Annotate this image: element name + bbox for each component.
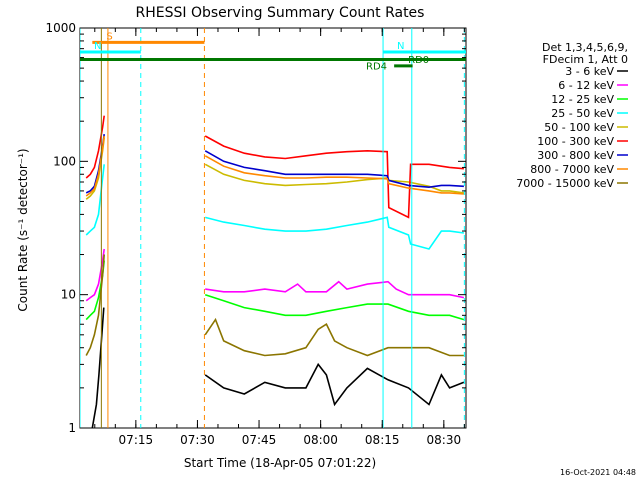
series-line-3-seg-1 [205, 216, 465, 250]
flag-bars-layer: SNNRD0RD4 [80, 31, 466, 73]
footer-date: 16-Oct-2021 04:48 [560, 468, 636, 477]
y-tick-label-2: 100 [53, 154, 76, 168]
legend-label-3: 25 - 50 keV [551, 107, 614, 120]
series-line-7-seg-0 [85, 135, 105, 197]
x-tick-label-3: 08:00 [303, 433, 338, 447]
vertical-lines-layer [80, 28, 465, 428]
plot-frame [79, 27, 467, 429]
series-line-0-seg-1 [204, 362, 465, 407]
legend-label-0: 3 - 6 keV [565, 65, 614, 78]
flag-label-4: RD4 [366, 62, 387, 73]
legend-label-4: 50 - 100 keV [544, 121, 614, 134]
y-tick-label-0: 1 [68, 421, 76, 435]
y-tick-label-3: 1000 [45, 21, 76, 35]
series-line-1-seg-1 [205, 280, 465, 299]
series-line-4-seg-1 [204, 163, 465, 194]
y-tick-label-1: 10 [61, 288, 76, 302]
legend-label-6: 300 - 800 keV [537, 149, 614, 162]
flag-label-1: N [94, 41, 101, 52]
legend-label-2: 12 - 25 keV [551, 93, 614, 106]
x-axis-label: Start Time (18-Apr-05 07:01:22) [184, 456, 376, 470]
series-line-2-seg-1 [204, 293, 465, 321]
legend: Det 1,3,4,5,6,9,FDecim 1, Att 03 - 6 keV… [516, 41, 628, 190]
legend-header-1: FDecim 1, Att 0 [543, 53, 628, 66]
x-tick-label-1: 07:30 [180, 433, 215, 447]
series-line-5-seg-0 [85, 115, 105, 179]
series-line-8-seg-0 [85, 254, 105, 356]
legend-label-8: 7000 - 15000 keV [516, 177, 614, 190]
legend-header-0: Det 1,3,4,5,6,9, [542, 41, 628, 54]
x-tick-label-4: 08:15 [365, 433, 400, 447]
series-line-3-seg-0 [85, 164, 105, 236]
x-tick-label-2: 07:45 [242, 433, 277, 447]
legend-label-7: 800 - 7000 keV [530, 163, 614, 176]
series-line-0-seg-0 [91, 307, 105, 428]
series-layer [85, 115, 465, 428]
series-line-7-seg-1 [204, 155, 464, 195]
series-line-8-seg-1 [204, 317, 464, 357]
flag-label-0: S [106, 31, 112, 42]
series-line-1-seg-0 [85, 248, 105, 302]
x-tick-label-0: 07:15 [119, 433, 154, 447]
legend-label-1: 6 - 12 keV [558, 79, 614, 92]
flag-label-2: N [397, 41, 404, 52]
chart-title: RHESSI Observing Summary Count Rates [136, 5, 425, 21]
x-axis: 07:15 07:30 07:45 08:00 08:15 08:30 [94, 28, 465, 447]
x-tick-label-5: 08:30 [427, 433, 462, 447]
y-axis-label: Count Rate (s⁻¹ detector⁻¹) [16, 148, 30, 311]
series-line-5-seg-1 [204, 135, 464, 219]
series-line-6-seg-1 [204, 150, 464, 189]
legend-label-5: 100 - 300 keV [537, 135, 614, 148]
y-axis: 1 10 100 1000 [45, 21, 466, 435]
